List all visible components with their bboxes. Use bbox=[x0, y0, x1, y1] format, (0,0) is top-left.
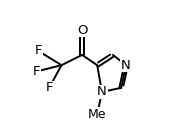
Text: F: F bbox=[33, 65, 41, 78]
Text: O: O bbox=[77, 24, 87, 37]
Text: F: F bbox=[45, 81, 53, 94]
Text: N: N bbox=[97, 85, 107, 98]
Text: Me: Me bbox=[88, 108, 106, 121]
Text: N: N bbox=[121, 59, 131, 72]
Text: F: F bbox=[34, 44, 42, 57]
